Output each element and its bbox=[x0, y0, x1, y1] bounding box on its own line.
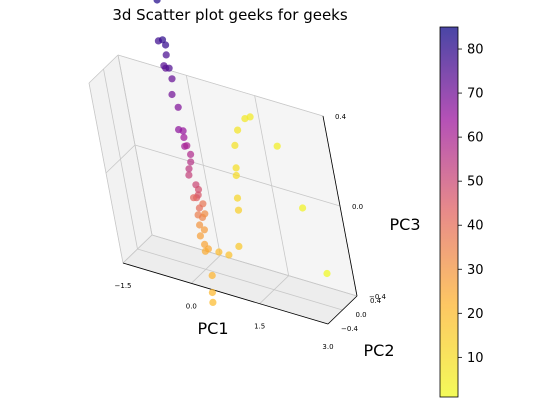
data-point bbox=[187, 150, 195, 158]
data-point bbox=[185, 165, 193, 173]
colorbar-tick-label: 40 bbox=[467, 219, 484, 234]
data-point bbox=[299, 204, 307, 212]
colorbar-tick-label: 60 bbox=[467, 131, 484, 146]
data-point bbox=[185, 171, 193, 179]
colorbar-tick-label: 10 bbox=[467, 351, 484, 366]
data-point bbox=[183, 142, 191, 150]
data-point bbox=[246, 113, 254, 121]
data-point bbox=[165, 64, 173, 72]
colorbar-ticks: 10 20 30 40 50 60 70 80 bbox=[458, 43, 484, 366]
grid-line-z bbox=[105, 144, 136, 174]
data-point bbox=[232, 171, 240, 180]
data-point bbox=[231, 141, 239, 149]
colorbar-gradient bbox=[439, 26, 459, 398]
data-point bbox=[225, 251, 233, 259]
y-tick-label: 0.0 bbox=[356, 311, 367, 319]
data-point bbox=[154, 37, 162, 45]
x-axis-line bbox=[122, 262, 329, 325]
y-tick-label: 0.4 bbox=[370, 297, 382, 305]
data-point bbox=[153, 0, 161, 4]
colorbar: 10 20 30 40 50 60 70 80 bbox=[439, 26, 484, 398]
x-tick-label: −1.5 bbox=[115, 282, 132, 290]
data-point bbox=[208, 271, 216, 280]
data-point bbox=[168, 75, 176, 83]
grid-line-z bbox=[88, 54, 119, 84]
data-point bbox=[194, 185, 203, 194]
data-point bbox=[196, 232, 204, 240]
chart-title: 3d Scatter plot geeks for geeks bbox=[112, 6, 348, 24]
colorbar-tick-label: 70 bbox=[467, 87, 484, 102]
x-tick-label: 1.5 bbox=[254, 323, 265, 331]
data-point bbox=[200, 226, 208, 234]
tick-labels: −1.50.01.53.0−0.40.00.4−0.40.00.4 bbox=[115, 113, 387, 351]
data-point bbox=[323, 269, 331, 278]
z-tick-label: −0.4 bbox=[369, 293, 387, 301]
data-point bbox=[162, 51, 170, 59]
z-axis-label: PC3 bbox=[390, 215, 421, 234]
axis-lines bbox=[122, 115, 358, 325]
z-axis-line bbox=[322, 115, 358, 297]
z-tick-label: 0.4 bbox=[335, 113, 347, 121]
colorbar-tick-label: 80 bbox=[467, 43, 484, 58]
y-axis-label: PC2 bbox=[364, 341, 395, 360]
data-point bbox=[209, 298, 217, 306]
data-point bbox=[201, 210, 209, 218]
data-point bbox=[235, 242, 243, 250]
data-point bbox=[201, 240, 209, 248]
data-point bbox=[168, 90, 176, 99]
data-point bbox=[215, 248, 223, 256]
grid-line-z bbox=[151, 234, 358, 297]
data-point bbox=[208, 288, 216, 297]
data-point bbox=[234, 206, 243, 214]
x-tick-label: 0.0 bbox=[186, 302, 197, 310]
colorbar-tick-label: 50 bbox=[467, 175, 484, 190]
data-point bbox=[162, 41, 170, 49]
colorbar-tick-label: 20 bbox=[467, 307, 484, 322]
data-point bbox=[196, 221, 204, 229]
data-point bbox=[194, 211, 202, 219]
scatter-points bbox=[153, 0, 331, 306]
colorbar-tick-label: 30 bbox=[467, 263, 484, 278]
data-point bbox=[232, 164, 240, 172]
3d-axes: −1.50.01.53.0−0.40.00.4−0.40.00.4 bbox=[88, 0, 387, 351]
data-point bbox=[273, 142, 281, 150]
data-point bbox=[234, 126, 242, 134]
data-point bbox=[174, 103, 182, 111]
y-axis-line bbox=[327, 295, 358, 325]
grid-line-y bbox=[137, 248, 343, 311]
data-point bbox=[187, 158, 195, 166]
grid-line-z bbox=[122, 234, 153, 264]
data-point bbox=[180, 133, 188, 141]
grid-line-z bbox=[117, 54, 324, 117]
x-axis-label: PC1 bbox=[198, 319, 229, 338]
data-point bbox=[190, 194, 198, 202]
data-point bbox=[179, 127, 187, 135]
z-tick-label: 0.0 bbox=[352, 203, 363, 211]
data-point bbox=[195, 204, 203, 212]
data-point bbox=[233, 194, 242, 202]
x-tick-label: 3.0 bbox=[322, 343, 333, 351]
y-tick-label: −0.4 bbox=[341, 325, 359, 333]
